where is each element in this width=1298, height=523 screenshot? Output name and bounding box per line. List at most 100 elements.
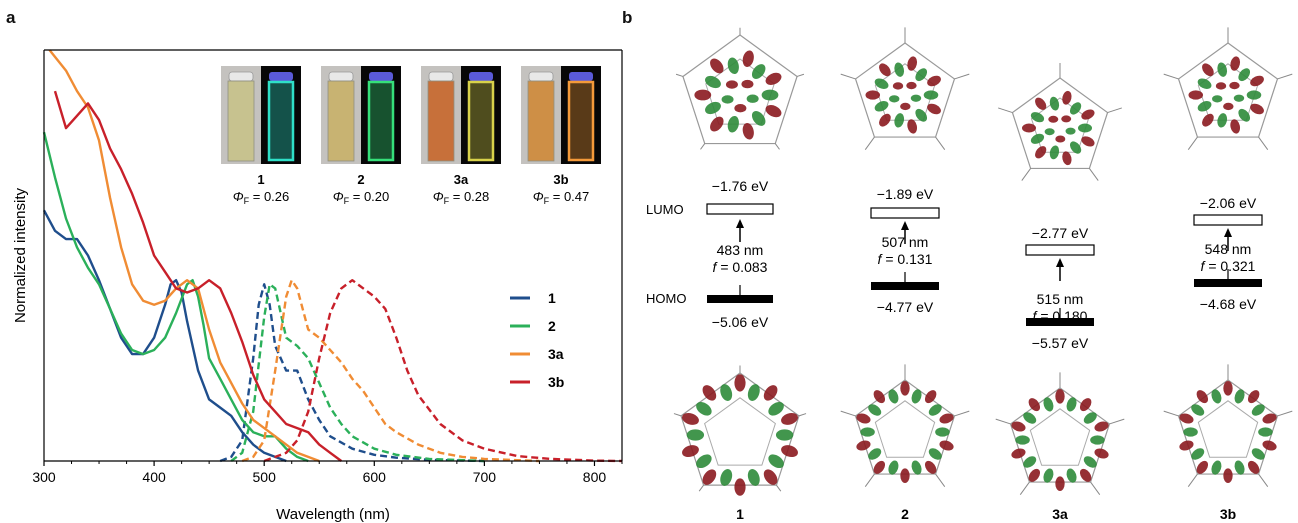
- orbital-lobe: [1035, 146, 1047, 159]
- orbital-lobe: [1083, 412, 1097, 424]
- substituent-arm: [1258, 136, 1269, 150]
- transition-arrowhead: [1056, 258, 1064, 267]
- orbital-lobe-center: [892, 82, 904, 90]
- orbital-lobe: [751, 64, 766, 79]
- orbital-lobe-center: [910, 94, 922, 102]
- transition-wavelength-2: 507 nm: [882, 234, 929, 250]
- orbital-lobe: [860, 427, 875, 437]
- compound-label-3b: 3b: [1220, 506, 1236, 522]
- transition-wavelength-3a: 515 nm: [1037, 291, 1084, 307]
- orbital-lobe: [879, 113, 891, 127]
- substituent-arm: [1277, 410, 1293, 417]
- vial-label-3b: 3b: [553, 172, 568, 187]
- compound-label-2: 2: [901, 506, 909, 522]
- substituent-arm: [1187, 136, 1198, 150]
- substituent-arm: [1090, 481, 1101, 495]
- f-value: = 0.321: [1204, 258, 1255, 274]
- substituent-arm: [1021, 168, 1032, 181]
- orbital-lobe: [1238, 68, 1251, 82]
- orbital-lobe: [1069, 102, 1082, 115]
- orbital-lobe: [686, 429, 705, 441]
- homo-level-bar: [871, 282, 939, 290]
- homo-energy-2: −4.77 eV: [877, 299, 934, 315]
- vial-uv-glow: [568, 81, 594, 161]
- orbital-lobe: [879, 63, 891, 77]
- lumo-energy-3a: −2.77 eV: [1032, 225, 1089, 241]
- substituent-arm: [698, 484, 704, 492]
- orbital-lobe: [923, 90, 939, 100]
- homo-level-bar: [1026, 318, 1094, 326]
- compound-label-1: 1: [736, 506, 744, 522]
- vial-quantum-yield: ΦF = 0.26: [233, 189, 290, 206]
- vial-cap-uv: [469, 72, 493, 81]
- orbital-lobe: [1217, 62, 1228, 77]
- orbital-lobe-center: [1048, 115, 1059, 123]
- lumo-level-bar: [870, 207, 940, 219]
- orbital-lobe: [1049, 145, 1060, 160]
- orbital-lobe-center: [734, 103, 747, 113]
- inner-ring: [874, 400, 936, 458]
- orbital-lobe: [1202, 63, 1214, 77]
- orbital-lobe: [1234, 460, 1245, 475]
- orbital-lobe: [1246, 90, 1262, 100]
- homo-energy-3b: −4.68 eV: [1200, 296, 1257, 312]
- plot-area: [42, 49, 623, 463]
- orbital-lobe: [1250, 103, 1264, 115]
- orbital-lobe: [702, 385, 717, 401]
- vial-ambient-liquid: [527, 80, 555, 162]
- orbital-lobe: [1090, 435, 1105, 445]
- orbital-lobe: [894, 62, 905, 77]
- orbital-lobe: [1011, 421, 1026, 432]
- orbital-lobe: [911, 460, 922, 475]
- orbital-lobe-center: [1065, 127, 1076, 135]
- orbital-lobe: [1094, 421, 1109, 432]
- substituent-arm: [954, 73, 970, 80]
- orbital-lobe: [1015, 435, 1030, 445]
- substituent-arm: [1277, 73, 1293, 80]
- qy-symbol: Φ: [533, 189, 544, 204]
- orbital-lobe: [1230, 56, 1241, 71]
- substituent-arm: [935, 473, 946, 487]
- lumo-energy-2: −1.89 eV: [877, 186, 934, 202]
- x-tick-label: 400: [142, 469, 166, 485]
- substituent-arm: [796, 73, 805, 77]
- orbital-lobe: [742, 122, 754, 140]
- molecule-orbital-drawing: [840, 364, 970, 487]
- legend-label-3b: 3b: [548, 374, 564, 390]
- orbital-lobe: [1030, 133, 1045, 144]
- orbital-lobe: [1062, 90, 1072, 105]
- molecule-orbital-drawing: [1163, 27, 1293, 150]
- orbital-lobe-center: [1233, 94, 1245, 102]
- homo-energy-3a: −5.57 eV: [1032, 335, 1089, 351]
- f-symbol: f: [1201, 258, 1207, 274]
- qy-symbol: Φ: [233, 189, 244, 204]
- orbital-lobe-center: [1215, 82, 1227, 90]
- orbital-lobe: [873, 460, 886, 474]
- series-2-emission-line: [230, 283, 485, 463]
- orbital-lobe: [1055, 389, 1065, 404]
- orbital-lobe: [1247, 390, 1260, 404]
- orbital-lobe: [1223, 381, 1233, 396]
- orbital-lobe: [927, 75, 941, 87]
- orbital-lobe: [1035, 97, 1047, 110]
- orbital-lobe: [1188, 90, 1204, 100]
- orbital-lobe: [751, 111, 766, 126]
- lumo-energy-3b: −2.06 eV: [1200, 195, 1257, 211]
- vial-uv-outline: [367, 80, 395, 162]
- qy-subscript: F: [544, 196, 550, 206]
- substituent-arm: [935, 136, 946, 150]
- inner-ring: [1029, 408, 1091, 466]
- vial-cap-uv: [369, 72, 393, 81]
- orbital-lobe-center: [889, 95, 900, 103]
- orbital-lobe: [720, 469, 733, 486]
- orbital-lobe: [1211, 389, 1222, 404]
- inner-ring: [704, 397, 776, 466]
- transition-wavelength-3b: 548 nm: [1205, 241, 1252, 257]
- orbital-lobe: [868, 404, 882, 416]
- pentagon-framework: [854, 42, 956, 138]
- substituent-arm: [1019, 481, 1030, 495]
- molecule-orbital-drawing: [675, 27, 805, 150]
- orbital-lobe: [1011, 448, 1026, 459]
